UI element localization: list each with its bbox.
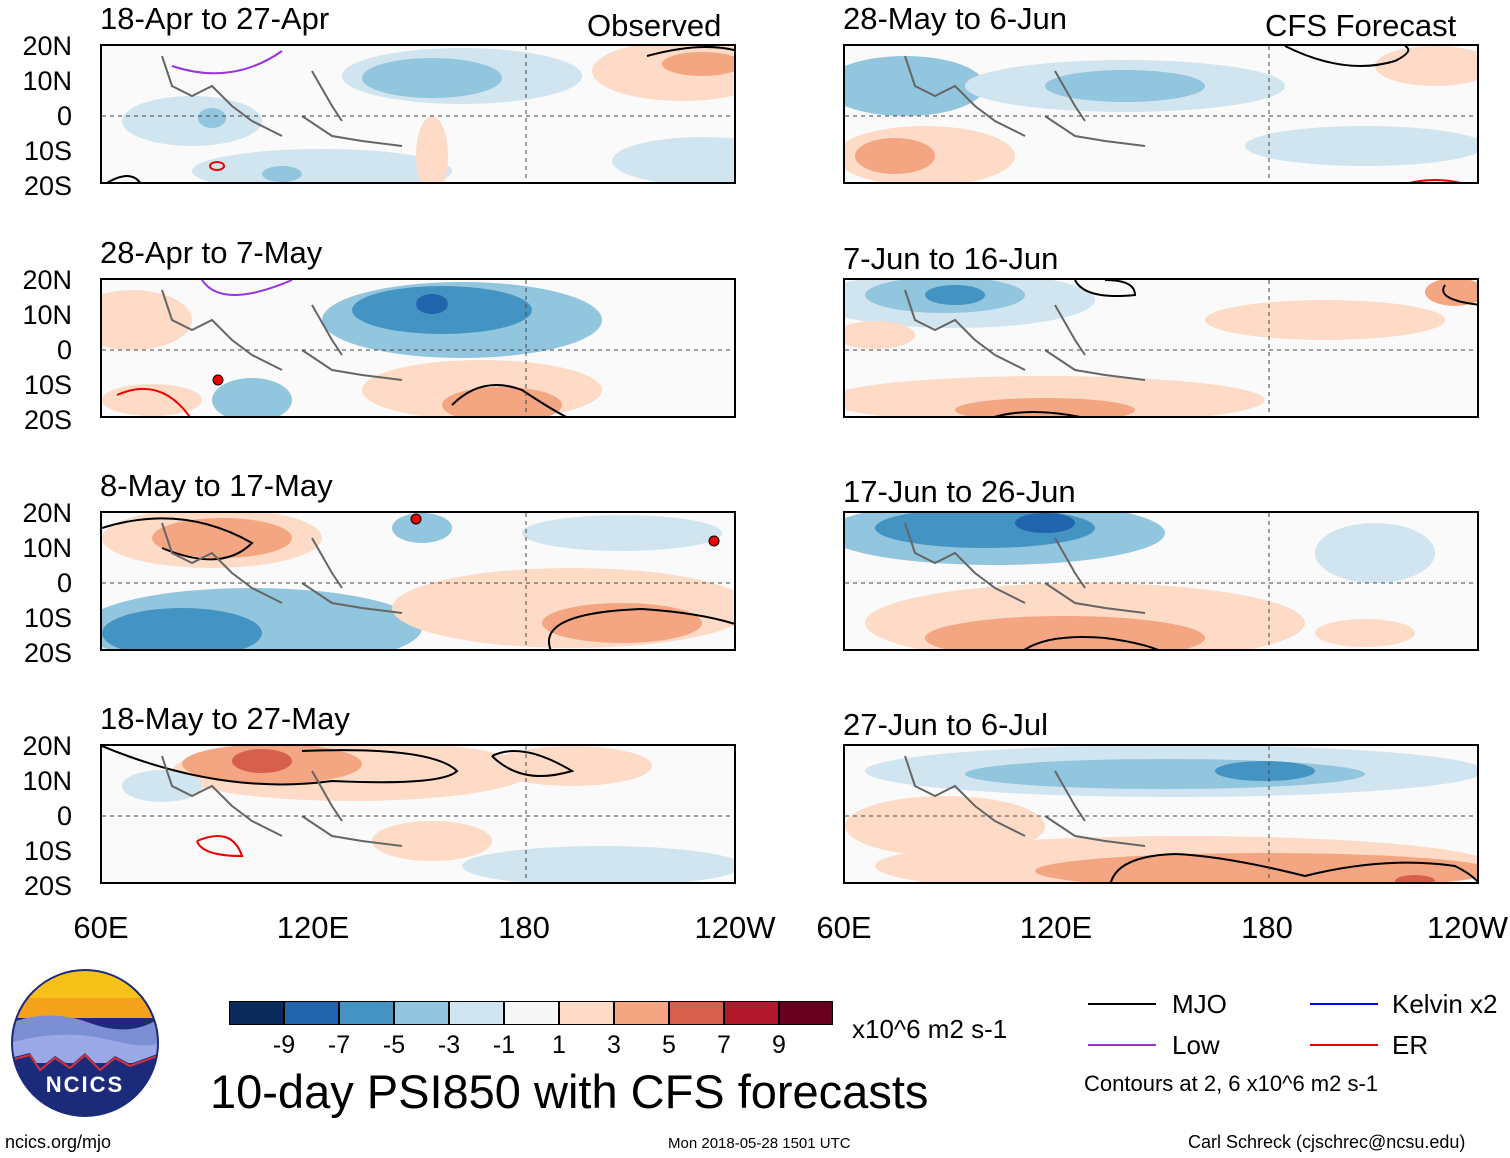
colorbar-swatch (284, 1001, 339, 1025)
lon-label: 180 (498, 910, 550, 945)
colorbar-tick: 5 (662, 1031, 676, 1059)
colorbar-swatch (669, 1001, 724, 1025)
ncics-logo: NCICS (10, 968, 160, 1118)
colorbar-swatch (449, 1001, 504, 1025)
panel-title-fcst-4: 27-Jun to 6-Jul (843, 707, 1049, 742)
lat-label: 20S (23, 638, 72, 668)
forecast-header: CFS Forecast (1265, 8, 1457, 43)
colorbar-swatch (779, 1001, 833, 1025)
lat-label: 10N (22, 66, 72, 96)
colorbar-swatch (504, 1001, 559, 1025)
footer-url[interactable]: ncics.org/mjo (5, 1132, 112, 1152)
lat-label: 20N (22, 731, 72, 761)
map-field (845, 513, 1477, 649)
lat-label: 20N (22, 265, 72, 295)
footer-timestamp: Mon 2018-05-28 1501 UTC (668, 1135, 851, 1152)
colorbar-tick: 9 (772, 1031, 786, 1059)
observed-header: Observed (587, 8, 722, 43)
lat-label: 20S (23, 871, 72, 901)
lat-label: 20N (22, 31, 72, 61)
map-panel-fcst-3 (843, 511, 1479, 651)
lat-label: 20S (23, 171, 72, 201)
colorbar-swatch (724, 1001, 779, 1025)
legend-line-low (1088, 1044, 1156, 1046)
lon-label: 60E (816, 910, 872, 945)
lat-label: 10S (23, 136, 72, 166)
lat-label: 10N (22, 300, 72, 330)
map-panel-obs-2 (100, 278, 736, 418)
panel-title-obs-4: 18-May to 27-May (100, 701, 350, 736)
map-field (845, 746, 1477, 882)
panel-title-fcst-2: 7-Jun to 16-Jun (843, 241, 1059, 276)
panel-title-fcst-3: 17-Jun to 26-Jun (843, 474, 1076, 509)
map-field (845, 280, 1477, 416)
lat-label: 0 (56, 568, 72, 598)
legend-line-kelvin (1310, 1003, 1378, 1005)
map-field (845, 46, 1477, 182)
colorbar-tick: -5 (382, 1031, 406, 1059)
lat-label: 10S (23, 370, 72, 400)
lon-label: 60E (73, 910, 129, 945)
lon-label: 120W (1427, 910, 1508, 945)
contours-note: Contours at 2, 6 x10^6 m2 s-1 (1084, 1071, 1379, 1096)
lon-label: 120E (1019, 910, 1093, 945)
colorbar-tick: -3 (437, 1031, 461, 1059)
panel-title-obs-1: 18-Apr to 27-Apr (100, 1, 330, 36)
colorbar-tick: 1 (552, 1031, 566, 1059)
colorbar-units: x10^6 m2 s-1 (852, 1014, 1008, 1044)
colorbar-tick: -7 (327, 1031, 351, 1059)
map-panel-obs-1 (100, 44, 736, 184)
colorbar-tick: 3 (607, 1031, 621, 1059)
colorbar-tick: -1 (492, 1031, 516, 1059)
legend-label-er: ER (1392, 1030, 1429, 1060)
map-panel-obs-3 (100, 511, 736, 651)
panel-title-obs-3: 8-May to 17-May (100, 468, 333, 503)
lat-label: 20N (22, 498, 72, 528)
colorbar-tick: 7 (717, 1031, 731, 1059)
lat-label: 0 (56, 801, 72, 831)
colorbar-swatch (559, 1001, 614, 1025)
map-field (102, 746, 734, 882)
map-panel-fcst-4 (843, 744, 1479, 884)
lat-label: 10N (22, 766, 72, 796)
lat-label: 10N (22, 533, 72, 563)
footer-credit: Carl Schreck (cjschrec@ncsu.edu) (1188, 1132, 1466, 1152)
colorbar-swatch (339, 1001, 394, 1025)
lat-label: 20S (23, 405, 72, 435)
colorbar-swatch (394, 1001, 449, 1025)
colorbar-swatch (229, 1001, 284, 1025)
legend-line-mjo (1088, 1003, 1156, 1005)
map-panel-obs-4 (100, 744, 736, 884)
main-title: 10-day PSI850 with CFS forecasts (210, 1065, 929, 1118)
lon-label: 180 (1241, 910, 1293, 945)
logo-text: NCICS (45, 1072, 125, 1097)
panel-title-obs-2: 28-Apr to 7-May (100, 235, 323, 270)
lat-label: 10S (23, 836, 72, 866)
legend-label-kelvin: Kelvin x2 (1392, 989, 1498, 1019)
lat-label: 0 (56, 101, 72, 131)
map-field (102, 46, 734, 182)
colorbar-swatch (614, 1001, 669, 1025)
colorbar-tick: -9 (272, 1031, 296, 1059)
map-field (102, 280, 734, 416)
legend-line-er (1310, 1044, 1378, 1046)
map-panel-fcst-1 (843, 44, 1479, 184)
legend-label-low: Low (1172, 1030, 1220, 1060)
legend-label-mjo: MJO (1172, 989, 1227, 1019)
lat-label: 10S (23, 603, 72, 633)
map-field (102, 513, 734, 649)
panel-title-fcst-1: 28-May to 6-Jun (843, 1, 1067, 36)
map-panel-fcst-2 (843, 278, 1479, 418)
lat-label: 0 (56, 335, 72, 365)
lon-label: 120E (276, 910, 350, 945)
lon-label: 120W (694, 910, 776, 945)
